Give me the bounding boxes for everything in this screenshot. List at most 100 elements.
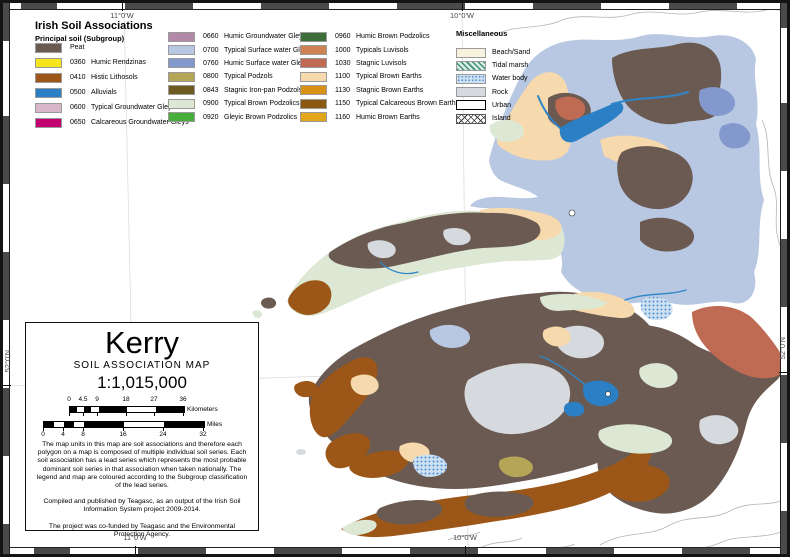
feale-marsh-alluvium	[559, 102, 624, 143]
graticule-tick	[3, 385, 11, 386]
river-laune	[539, 355, 585, 385]
legend-item: 1100 Typical Brown Earths	[300, 70, 459, 83]
legend-label: Humic Groundwater Gleys	[224, 33, 307, 41]
graticule-label-left: 52°0'N	[3, 350, 12, 373]
cork-coastline-1	[599, 497, 788, 546]
legend-swatch	[35, 42, 62, 53]
legend-swatch	[300, 58, 327, 69]
legend-swatch	[35, 102, 62, 113]
ne-humic-gley-2	[719, 123, 751, 149]
graticule-tick	[462, 3, 463, 11]
scalebar-number: 4	[61, 431, 65, 438]
scalebar-number: 16	[119, 431, 127, 438]
map-title-box: Kerry SOIL ASSOCIATION MAP 1:1,015,000 0…	[25, 322, 259, 538]
legend-item: 1030 Stagnic Luvisols	[300, 57, 459, 70]
river-feale	[611, 91, 689, 105]
small-lake	[563, 401, 585, 417]
scalebar-number: 24	[159, 431, 167, 438]
miles-scalebar	[43, 421, 205, 428]
legend-code: 0700	[203, 46, 219, 54]
scalebar-tick	[97, 413, 98, 416]
legend-swatch	[168, 71, 195, 82]
legend-code: 0843	[203, 86, 219, 94]
miles-unit-label: Miles	[207, 421, 223, 428]
clare-coastline	[495, 8, 788, 35]
graticule-tick	[135, 546, 136, 554]
scalebar-tick	[83, 428, 84, 431]
legend-code: 1030	[335, 59, 351, 67]
lough-currane-waterbody	[412, 454, 448, 477]
ne-stagnic-luvisols	[692, 305, 785, 379]
legend-item: 0700 Typical Surface water Gleys	[168, 43, 311, 56]
legend-item: 1160 Humic Brown Earths	[300, 110, 459, 123]
river-maine	[624, 289, 687, 301]
legend-code: 1150	[335, 100, 351, 108]
listowel-luvisol-spot	[555, 96, 586, 120]
note-paragraph-2: Compiled and published by Teagasc, as an…	[43, 498, 241, 514]
legend-label: Typical Brown Earths	[356, 73, 422, 81]
legend-item: 1150 Typical Calcareous Brown Earths	[300, 97, 459, 110]
iveragh-podzol-patch	[498, 456, 533, 478]
graticule-label-top-left: 11°0'W	[110, 11, 134, 20]
legend-item: 0500 Alluvials	[35, 85, 189, 100]
legend-swatch	[168, 98, 195, 109]
legend-label: Stagnic Iron-pan Podzols	[224, 86, 303, 94]
scalebar-tick	[63, 428, 64, 431]
ne-humic-gley-1	[698, 87, 736, 116]
legend-swatch	[168, 85, 195, 96]
graticule-tick	[465, 546, 466, 554]
north-coast-green-fringe	[540, 293, 608, 311]
scalebar-number: 9	[95, 396, 99, 403]
kerryhead-green	[489, 119, 525, 142]
legend-code: 0360	[70, 59, 86, 66]
se-green	[639, 363, 678, 388]
legend-swatch	[300, 112, 327, 123]
legend-code: 0410	[70, 74, 86, 81]
misc-legend-item: Tidal marsh	[456, 59, 530, 72]
legend-label: Stagnic Brown Earths	[356, 86, 424, 94]
legend-swatch	[35, 87, 62, 98]
misc-legend-item: Water body	[456, 72, 530, 85]
river-cashen	[537, 95, 561, 129]
beach-swatch	[456, 47, 486, 58]
legend-label: Stagnic Luvisols	[356, 59, 407, 67]
legend-item: 0843 Stagnic Iron-pan Podzols	[168, 84, 311, 97]
legend-column-1: Peat 0360 Humic Rendzinas 0410 Histic Lithos…	[35, 40, 189, 130]
legend-column-3: 0960 Humic Brown Podzolics 1000 Typicals Lu…	[300, 30, 459, 124]
legend-swatch	[300, 98, 327, 109]
iveragh-tan-3	[542, 326, 571, 347]
misc-legend-item: Beach/Sand	[456, 46, 530, 59]
misc-legend-label: Water body	[492, 75, 528, 83]
se-rock	[699, 415, 739, 445]
scariff-island	[296, 449, 306, 455]
legend-swatch	[168, 58, 195, 69]
legend-code: 1130	[335, 86, 351, 94]
misc-legend-label: Island	[492, 115, 511, 123]
legend-code: 0660	[203, 33, 219, 41]
beara-green-tip	[342, 519, 377, 536]
ne-waterbody	[640, 296, 673, 321]
note-paragraph-3: The project was co-funded by Teagasc and…	[48, 522, 236, 538]
legend-label: Typicals Luvisols	[356, 46, 409, 54]
legend-code: 1100	[335, 73, 351, 81]
scalebar-tick	[43, 428, 44, 431]
legend-code: 0650	[70, 119, 86, 126]
limerick-boundary	[761, 119, 785, 301]
legend-swatch	[168, 31, 195, 42]
northeast-peat	[612, 42, 722, 125]
scalebar-tick	[69, 413, 70, 416]
stacks-mountains-peat	[617, 146, 693, 210]
legend-label: Calcareous Groundwater Gleys	[91, 119, 189, 126]
legend-code: 0960	[335, 33, 351, 41]
legend-item: 0410 Histic Lithosols	[35, 70, 189, 85]
scalebar-tick	[123, 428, 124, 431]
legend-item: 0650 Calcareous Groundwater Gleys	[35, 115, 189, 130]
legend-code: 0600	[70, 104, 86, 111]
legend-label: Alluvials	[91, 89, 117, 96]
legend-title: Irish Soil Associations	[35, 20, 153, 32]
legend-item: 1130 Stagnic Brown Earths	[300, 84, 459, 97]
iveragh-lithosol-south	[349, 450, 409, 478]
killarney-lakes	[583, 380, 619, 407]
legend-label: Typical Surface water Gleys	[224, 46, 311, 54]
